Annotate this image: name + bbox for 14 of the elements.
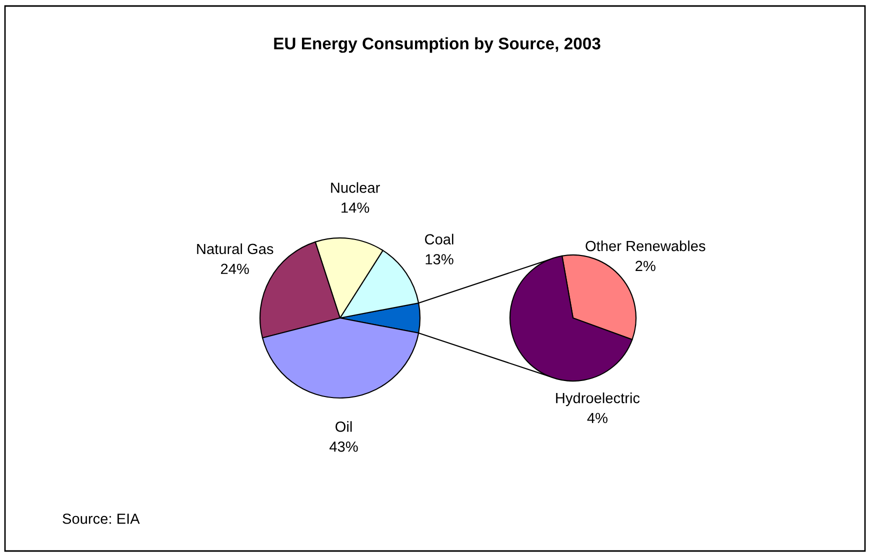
slice-label: Hydroelectric xyxy=(556,392,640,406)
slice-label: Other Renewables xyxy=(586,240,706,252)
slice-label: Coal xyxy=(424,234,454,244)
data-label: 43% xyxy=(330,441,358,452)
source-note: Source: EIA xyxy=(62,514,140,524)
data-label: 13% xyxy=(426,254,454,264)
data-label: 24% xyxy=(220,264,249,274)
slice-label: Oil xyxy=(336,421,352,432)
data-label: 2% xyxy=(636,260,656,272)
slice-label: Nuclear xyxy=(331,182,380,193)
chart-title: EU Energy Consumption by Source, 2003 xyxy=(274,37,600,53)
data-label: 4% xyxy=(587,412,608,424)
slice-label: Natural Gas xyxy=(197,243,274,254)
data-label: 14% xyxy=(342,202,370,213)
